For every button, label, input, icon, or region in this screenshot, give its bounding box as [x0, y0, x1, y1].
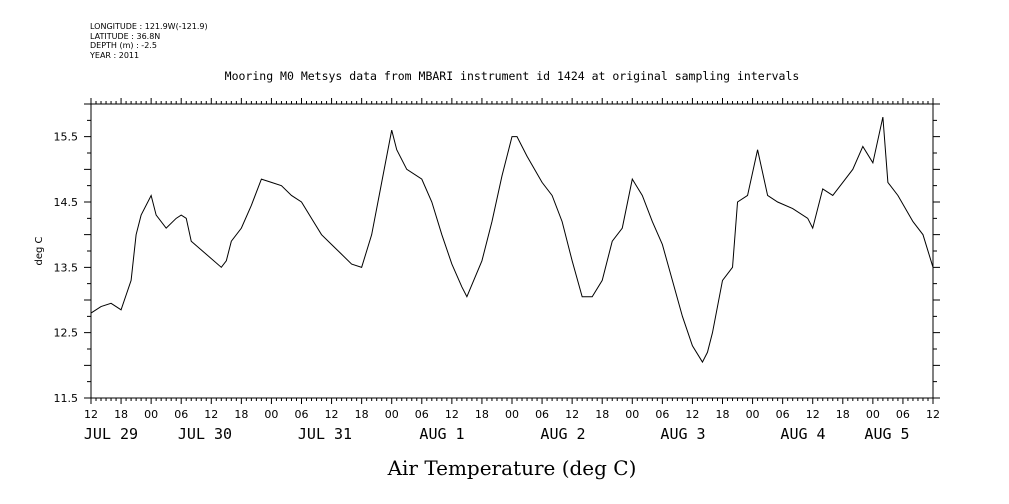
x-tick-label: 00 [144, 408, 158, 421]
day-label: AUG 1 [419, 425, 464, 443]
day-label: JUL 29 [84, 425, 138, 443]
longitude-text: LONGITUDE : 121.9W(-121.9) [90, 22, 208, 31]
x-tick-label: 18 [716, 408, 730, 421]
x-tick-label: 06 [415, 408, 429, 421]
tick-marks [84, 98, 940, 404]
day-label: AUG 2 [540, 425, 585, 443]
y-tick-label: 13.5 [54, 261, 79, 274]
x-tick-label: 12 [204, 408, 218, 421]
axis-ticks [84, 98, 940, 404]
x-tick-label: 12 [926, 408, 940, 421]
x-tick-label: 12 [325, 408, 339, 421]
y-axis-label: deg C [34, 236, 45, 265]
y-tick-label: 12.5 [54, 327, 79, 340]
y-tick-label: 14.5 [54, 196, 79, 209]
plot-frame [90, 103, 934, 399]
x-tick-label: 06 [295, 408, 309, 421]
x-tick-label: 00 [385, 408, 399, 421]
metadata-block: LONGITUDE : 121.9W(-121.9) LATITUDE : 36… [90, 22, 208, 60]
x-tick-label: 18 [836, 408, 850, 421]
x-tick-label: 12 [685, 408, 699, 421]
x-tick-label: 06 [896, 408, 910, 421]
day-label: AUG 4 [780, 425, 825, 443]
day-labels: JUL 29 JUL 30 JUL 31 AUG 1 AUG 2 AUG 3 AUG 4 AU… [84, 425, 910, 443]
x-tick-label: 06 [535, 408, 549, 421]
day-label: JUL 30 [178, 425, 232, 443]
day-label: AUG 3 [660, 425, 705, 443]
x-tick-label: 18 [114, 408, 128, 421]
y-tick-label: 15.5 [54, 131, 79, 144]
x-tick-labels: 12 18 00 06 12 18 00 06 12 18 00 06 12 18 00 06 12 18 00 06… [84, 408, 940, 421]
x-tick-label: 18 [595, 408, 609, 421]
x-tick-label: 12 [806, 408, 820, 421]
x-tick-label: 00 [746, 408, 760, 421]
x-tick-label: 12 [565, 408, 579, 421]
x-tick-label: 06 [655, 408, 669, 421]
x-tick-label: 06 [776, 408, 790, 421]
x-tick-label: 18 [475, 408, 489, 421]
y-tick-label: 11.5 [54, 392, 79, 405]
latitude-text: LATITUDE : 36.8N [90, 31, 161, 41]
year-text: YEAR : 2011 [90, 50, 140, 60]
x-tick-label: 12 [445, 408, 459, 421]
x-tick-label: 06 [174, 408, 188, 421]
x-tick-label: 18 [355, 408, 369, 421]
x-tick-label: 00 [625, 408, 639, 421]
x-tick-label: 00 [866, 408, 880, 421]
x-tick-label: 12 [84, 408, 98, 421]
depth-text: DEPTH (m) : -2.5 [90, 41, 157, 50]
x-tick-label: 18 [234, 408, 248, 421]
x-tick-label: 00 [264, 408, 278, 421]
y-tick-labels: 11.5 12.5 13.5 14.5 15.5 [54, 131, 79, 405]
day-label: AUG 5 [864, 425, 909, 443]
day-label: JUL 31 [298, 425, 352, 443]
series-line [90, 116, 934, 364]
chart-title: Mooring M0 Metsys data from MBARI instru… [225, 69, 800, 83]
x-tick-label: 00 [505, 408, 519, 421]
x-axis-label: Air Temperature (deg C) [387, 456, 637, 480]
